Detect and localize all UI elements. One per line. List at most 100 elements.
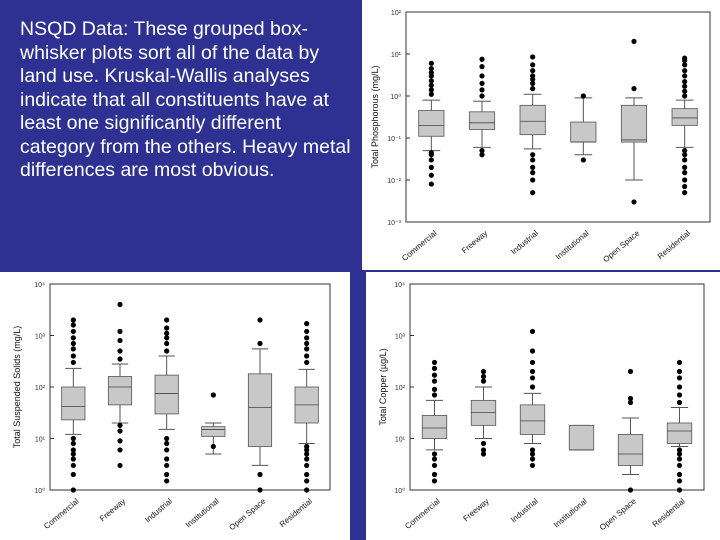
outlier-point	[676, 384, 683, 390]
outlier-point	[304, 462, 310, 469]
outlier-point	[428, 60, 434, 66]
outlier-point	[304, 478, 310, 484]
y-axis-label: Total Suspended Solids (mg/L)	[12, 326, 22, 449]
outlier-point	[431, 451, 438, 457]
iqr-box	[61, 386, 86, 421]
outlier-point	[676, 462, 683, 469]
outlier-point	[682, 83, 688, 89]
box-industrial	[154, 317, 179, 484]
outlier-point	[530, 177, 536, 183]
outlier-point	[428, 91, 434, 97]
outlier-point	[164, 456, 170, 462]
outlier-point	[676, 478, 683, 484]
outlier-point	[431, 462, 438, 469]
outlier-point	[431, 365, 438, 371]
y-tick-label: 10⁰	[34, 487, 45, 495]
x-category-label: Commercial	[42, 496, 81, 530]
box-freeway	[470, 368, 497, 457]
plot-frame	[409, 283, 705, 491]
outlier-point	[682, 183, 688, 190]
x-category-label: Industrial	[509, 228, 540, 256]
box-institutional	[201, 392, 226, 455]
outlier-point	[431, 478, 438, 484]
x-category-label: Commercial	[400, 228, 439, 262]
outlier-point	[304, 328, 310, 335]
outlier-point	[164, 325, 170, 331]
x-category-label: Commercial	[403, 496, 442, 530]
outlier-point	[70, 328, 76, 335]
outlier-point	[529, 328, 536, 335]
outlier-point	[428, 172, 434, 178]
outlier-point	[529, 384, 536, 390]
y-tick-label: 10²	[391, 10, 402, 17]
outlier-point	[164, 317, 170, 323]
outlier-point	[682, 62, 688, 68]
outlier-point	[70, 435, 76, 442]
outlier-point	[210, 392, 216, 398]
iqr-box	[154, 374, 179, 415]
outlier-point	[479, 64, 485, 70]
outlier-point	[682, 152, 688, 158]
x-category-label: Open Space	[601, 228, 641, 264]
x-category-label: Institutional	[552, 496, 589, 529]
outlier-point	[428, 164, 434, 170]
outlier-point	[580, 93, 586, 99]
outlier-point	[631, 199, 637, 205]
y-tick-label: 10¹	[391, 52, 402, 59]
box-industrial	[519, 328, 546, 469]
outlier-point	[480, 447, 487, 453]
outlier-point	[117, 356, 123, 362]
outlier-point	[479, 56, 485, 62]
outlier-point	[431, 359, 438, 366]
outlier-point	[70, 440, 76, 447]
iqr-box	[570, 121, 597, 143]
x-category-label: Institutional	[184, 496, 221, 529]
copper-boxplot: 10⁰ 10¹ 10² 10³ 10⁴ Total Copper (µg/L) Commer…	[378, 282, 705, 532]
outlier-point	[479, 148, 485, 154]
x-category-label: Residential	[278, 496, 314, 528]
outlier-point	[479, 152, 485, 158]
outlier-point	[682, 170, 688, 176]
outlier-point	[676, 487, 683, 493]
tss-chart-panel: 10⁰ 10¹ 10² 10³ 10⁴ Total Suspended Solids (m…	[0, 272, 350, 540]
outlier-point	[529, 375, 536, 381]
outlier-point	[257, 340, 263, 347]
outlier-point	[479, 93, 485, 99]
outlier-point	[70, 451, 76, 457]
y-tick-label: 10⁰	[394, 487, 405, 495]
outlier-point	[304, 340, 310, 347]
outlier-point	[431, 378, 438, 384]
y-tick-label: 10⁴	[34, 282, 45, 289]
outlier-point	[529, 368, 536, 375]
iqr-box	[666, 422, 693, 444]
box-institutional	[570, 93, 597, 163]
outlier-point	[431, 471, 438, 478]
box-open-space	[247, 317, 273, 493]
iqr-box	[247, 373, 273, 447]
outlier-point	[431, 392, 438, 398]
box-residential	[294, 321, 319, 493]
outlier-point	[304, 487, 310, 493]
outlier-point	[304, 471, 310, 478]
phosphorus-chart-panel: 10⁻³ 10⁻² 10⁻¹ 10⁰ 10¹ 10² Total Phosphorous (…	[362, 0, 720, 270]
outlier-point	[529, 462, 536, 469]
y-tick-label: 10⁰	[390, 93, 401, 101]
plot-frame	[405, 11, 711, 223]
outlier-point	[530, 86, 536, 92]
iqr-box	[620, 104, 648, 143]
outlier-point	[117, 447, 123, 453]
x-category-label: Freeway	[461, 497, 490, 524]
iqr-box	[519, 104, 546, 136]
iqr-box	[421, 415, 448, 439]
outlier-point	[164, 447, 170, 453]
iqr-box	[468, 111, 496, 130]
outlier-point	[682, 88, 688, 94]
plot-frame	[49, 283, 331, 491]
box-commercial	[61, 317, 86, 493]
outlier-point	[257, 317, 263, 323]
outlier-point	[627, 368, 634, 375]
outlier-point	[257, 471, 263, 478]
x-category-label: Freeway	[98, 497, 127, 524]
iqr-box	[201, 426, 226, 437]
y-tick-label: 10⁴	[394, 282, 405, 289]
